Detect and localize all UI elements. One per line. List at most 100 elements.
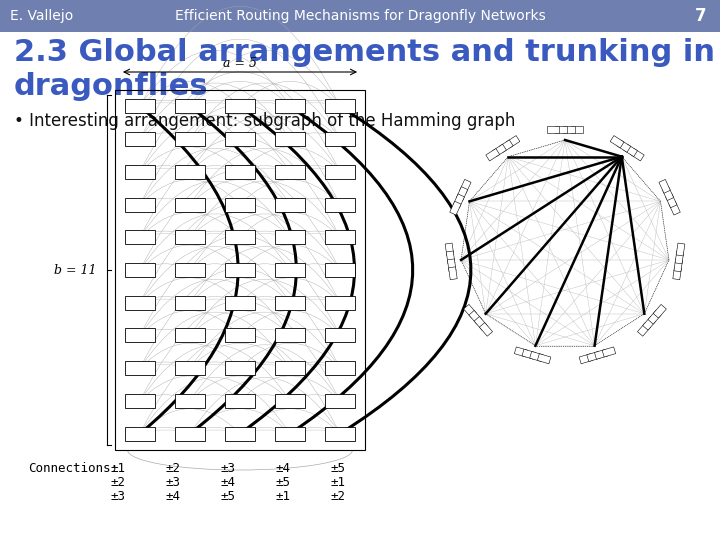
Bar (225, 296, 255, 310)
Text: dragonflies: dragonflies (14, 72, 209, 101)
FancyArrowPatch shape (142, 116, 289, 170)
FancyArrowPatch shape (142, 147, 238, 170)
FancyArrowPatch shape (142, 376, 238, 399)
Bar (275, 198, 305, 212)
Bar (275, 427, 305, 441)
Bar (125, 198, 155, 212)
Bar (492, 144, 506, 157)
FancyArrowPatch shape (141, 105, 338, 202)
FancyArrowPatch shape (192, 310, 288, 334)
Bar (325, 230, 355, 244)
Bar (624, 144, 637, 157)
Bar (175, 132, 205, 146)
FancyArrowPatch shape (142, 246, 289, 300)
Bar (325, 99, 355, 113)
FancyArrowPatch shape (192, 116, 338, 170)
FancyArrowPatch shape (143, 329, 187, 334)
FancyArrowPatch shape (143, 166, 187, 171)
FancyArrowPatch shape (192, 231, 238, 236)
Bar (325, 394, 355, 408)
Bar (125, 230, 155, 244)
FancyArrowPatch shape (192, 409, 288, 431)
FancyArrowPatch shape (143, 299, 187, 302)
Text: ±4: ±4 (220, 476, 235, 489)
Bar (325, 328, 355, 342)
Bar (464, 305, 477, 318)
FancyArrowPatch shape (193, 168, 238, 171)
FancyArrowPatch shape (143, 364, 187, 367)
FancyArrowPatch shape (292, 198, 338, 204)
FancyArrowPatch shape (242, 376, 338, 399)
Bar (453, 194, 464, 208)
Bar (175, 427, 205, 441)
Bar (225, 394, 255, 408)
Bar (175, 198, 205, 212)
FancyArrowPatch shape (141, 202, 338, 300)
FancyArrowPatch shape (142, 148, 289, 202)
FancyArrowPatch shape (192, 83, 338, 137)
Text: ±5: ±5 (220, 490, 235, 503)
FancyArrowPatch shape (142, 50, 289, 104)
FancyArrowPatch shape (242, 409, 338, 431)
Text: Connections:: Connections: (28, 462, 118, 476)
FancyArrowPatch shape (141, 235, 338, 333)
Bar (275, 263, 305, 277)
Bar (571, 126, 583, 133)
Bar (275, 361, 305, 375)
FancyArrowPatch shape (243, 364, 287, 367)
FancyArrowPatch shape (192, 147, 288, 170)
Text: a = 5: a = 5 (223, 57, 257, 70)
FancyArrowPatch shape (143, 168, 187, 171)
FancyArrowPatch shape (141, 72, 338, 170)
Bar (175, 230, 205, 244)
Bar (125, 165, 155, 179)
FancyArrowPatch shape (243, 296, 287, 301)
Bar (175, 165, 205, 179)
FancyArrowPatch shape (192, 279, 338, 333)
FancyArrowPatch shape (292, 430, 338, 433)
Bar (662, 187, 674, 200)
FancyArrowPatch shape (193, 299, 238, 302)
FancyArrowPatch shape (192, 148, 338, 202)
FancyArrowPatch shape (143, 103, 187, 106)
Bar (547, 126, 559, 133)
FancyArrowPatch shape (292, 100, 338, 105)
Bar (175, 394, 205, 408)
FancyArrowPatch shape (243, 427, 287, 433)
Bar (275, 132, 305, 146)
Bar (325, 198, 355, 212)
Bar (530, 352, 543, 361)
FancyArrowPatch shape (142, 212, 238, 235)
FancyArrowPatch shape (292, 364, 338, 367)
FancyArrowPatch shape (192, 166, 238, 171)
FancyArrowPatch shape (192, 427, 238, 433)
Bar (555, 126, 567, 133)
Text: ±2: ±2 (330, 490, 346, 503)
FancyArrowPatch shape (292, 299, 338, 302)
FancyArrowPatch shape (142, 108, 238, 432)
FancyArrowPatch shape (193, 233, 238, 237)
FancyArrowPatch shape (292, 231, 338, 236)
FancyArrowPatch shape (192, 179, 288, 202)
FancyArrowPatch shape (142, 179, 238, 202)
FancyArrowPatch shape (242, 147, 338, 170)
Bar (225, 132, 255, 146)
FancyArrowPatch shape (193, 103, 238, 106)
FancyArrowPatch shape (143, 264, 187, 269)
Bar (175, 361, 205, 375)
FancyArrowPatch shape (142, 345, 289, 399)
FancyArrowPatch shape (292, 166, 338, 171)
FancyArrowPatch shape (192, 264, 238, 269)
Bar (474, 316, 487, 330)
FancyArrowPatch shape (243, 430, 287, 433)
FancyArrowPatch shape (142, 377, 289, 431)
Bar (225, 328, 255, 342)
FancyArrowPatch shape (142, 245, 238, 268)
FancyArrowPatch shape (192, 362, 238, 367)
Text: E. Vallejo: E. Vallejo (10, 9, 73, 23)
Bar (225, 263, 255, 277)
FancyArrowPatch shape (192, 114, 288, 137)
Bar (0, 0, 720, 32)
Bar (125, 263, 155, 277)
FancyArrowPatch shape (192, 100, 238, 105)
